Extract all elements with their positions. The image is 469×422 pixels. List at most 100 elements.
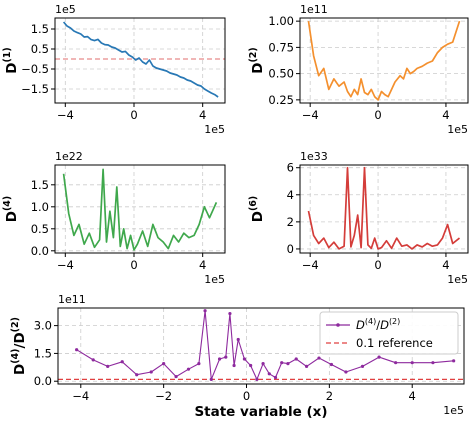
y-offset-text: 1e22 xyxy=(55,150,83,163)
y-tick-label: 0.0 xyxy=(31,244,49,258)
x-tick-label: −4 xyxy=(72,389,89,403)
data-point xyxy=(75,348,79,352)
data-point xyxy=(344,370,348,374)
y-tick-label: 0 xyxy=(287,242,294,256)
y-axis-label: D(4)/D(2) xyxy=(10,317,28,375)
legend: D(4)/D(2) 0.1 reference xyxy=(319,311,459,355)
x-tick-label: −2 xyxy=(155,389,172,403)
series-line xyxy=(76,310,454,380)
panel-d6: −4 0 4 0 2 4 6 1e33 1e5 D(6) xyxy=(248,150,469,286)
x-tick-label: −4 xyxy=(302,108,319,122)
data-point xyxy=(149,370,153,374)
series-line xyxy=(307,166,461,250)
y-axis-label: D(2) xyxy=(248,47,266,74)
x-offset-text: 1e5 xyxy=(204,273,225,286)
y-tick-label: 0.25 xyxy=(268,93,294,107)
data-point xyxy=(267,372,271,376)
data-point xyxy=(273,375,278,380)
data-point xyxy=(294,357,298,361)
panel-d2: −4 0 4 0.25 0.50 0.75 1.00 1e11 1e5 D(2) xyxy=(248,3,469,136)
y-offset-text: 1e11 xyxy=(300,3,328,16)
data-point xyxy=(360,364,365,368)
y-offset-text: 1e11 xyxy=(58,293,86,306)
y-tick-label: 2 xyxy=(287,215,294,229)
axes-frame xyxy=(299,164,469,254)
data-point xyxy=(377,355,381,359)
x-tick-label: 0 xyxy=(130,258,137,272)
data-point xyxy=(186,367,191,371)
data-point xyxy=(209,377,213,381)
data-point xyxy=(217,357,222,361)
axes-frame xyxy=(54,17,226,104)
x-tick-label: 4 xyxy=(199,108,206,122)
x-offset-text: 1e5 xyxy=(447,273,468,286)
y-tick-label: 0.0 xyxy=(34,374,52,388)
axes-frame xyxy=(299,17,469,104)
series-line xyxy=(62,21,219,98)
data-point xyxy=(106,364,110,368)
data-point xyxy=(242,357,247,361)
panel-d1: −4 0 4 −1.5 −0.5 0.5 1.5 1e5 1e5 D(1) xyxy=(2,3,226,136)
y-tick-label: −0.5 xyxy=(21,62,49,76)
legend-series-marker xyxy=(336,323,340,327)
y-tick-label: −1.5 xyxy=(21,82,49,96)
data-point xyxy=(286,362,290,366)
y-tick-label: 0.5 xyxy=(31,42,49,56)
y-axis-label: D(1) xyxy=(2,47,20,74)
y-axis-label: D(6) xyxy=(248,196,266,223)
data-point xyxy=(329,362,334,367)
data-point xyxy=(255,377,259,381)
panel-ratio: −4 −2 0 2 4 0.0 1.5 3.0 1e11 1e5 D(4)/D(2) State va… xyxy=(10,293,465,420)
panel-d4: −4 0 4 0.0 0.5 1.0 1.5 1e22 1e5 D(4) xyxy=(2,150,226,286)
legend-series-label: D(4)/D(2) xyxy=(356,317,400,332)
y-tick-label: 0.75 xyxy=(268,40,294,54)
data-point xyxy=(174,374,178,379)
x-offset-text: 1e5 xyxy=(204,123,225,136)
data-point xyxy=(317,356,321,360)
data-point xyxy=(135,373,139,377)
y-tick-label: 0.50 xyxy=(268,67,294,81)
y-tick-label: 6 xyxy=(287,161,294,175)
x-axis-label: State variable (x) xyxy=(194,404,327,420)
series-line xyxy=(62,168,218,251)
y-axis-label: D(4) xyxy=(2,196,20,223)
y-tick-label: 0.5 xyxy=(31,222,49,236)
data-point xyxy=(410,361,414,365)
series-line xyxy=(307,20,461,101)
data-point xyxy=(228,311,232,316)
data-point xyxy=(249,363,253,368)
data-point xyxy=(236,337,240,342)
data-point xyxy=(162,362,166,366)
data-point xyxy=(431,361,435,365)
data-point xyxy=(232,363,236,368)
legend-ref-label: 0.1 reference xyxy=(356,336,433,350)
y-tick-label: 1.00 xyxy=(268,14,294,28)
y-tick-label: 3.0 xyxy=(34,319,52,333)
y-offset-text: 1e33 xyxy=(300,150,328,163)
y-tick-label: 1.0 xyxy=(31,200,49,214)
x-tick-label: 0 xyxy=(374,258,381,272)
x-tick-label: −4 xyxy=(302,258,319,272)
y-tick-label: 1.5 xyxy=(31,22,49,36)
x-tick-label: 4 xyxy=(199,258,206,272)
data-point xyxy=(304,364,309,368)
y-tick-label: 1.5 xyxy=(31,178,49,192)
data-point xyxy=(280,361,284,365)
y-tick-label: 1.5 xyxy=(34,346,52,360)
data-point xyxy=(120,360,124,364)
x-tick-label: 0 xyxy=(130,108,137,122)
axes-frame xyxy=(54,164,226,254)
x-tick-label: 4 xyxy=(409,389,416,403)
axes-frame xyxy=(57,307,465,385)
x-tick-label: −4 xyxy=(57,108,74,122)
x-offset-text: 1e5 xyxy=(443,404,464,417)
data-point xyxy=(394,361,398,365)
data-point xyxy=(224,355,228,359)
x-tick-label: 4 xyxy=(442,108,449,122)
x-tick-label: 4 xyxy=(442,258,449,272)
legend-box xyxy=(319,311,459,355)
x-tick-label: 0 xyxy=(374,108,381,122)
data-point xyxy=(197,362,201,366)
data-point xyxy=(261,362,265,366)
